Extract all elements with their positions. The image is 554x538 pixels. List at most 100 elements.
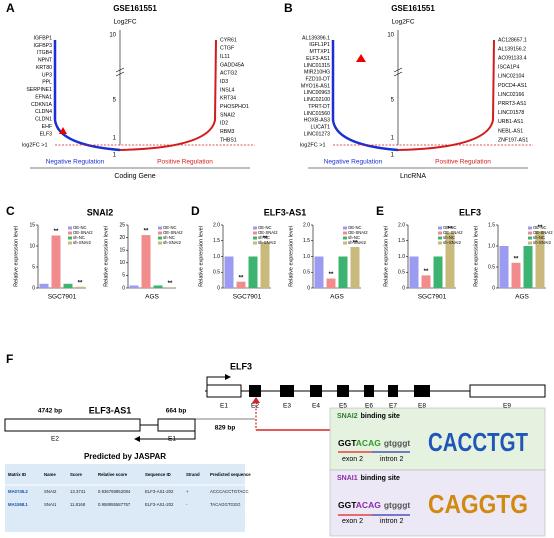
y-axis-label: Relative expression level bbox=[13, 226, 19, 287]
legend-swatch bbox=[158, 231, 162, 235]
chart-title: SNAI2 bbox=[87, 207, 114, 217]
table-header: Score bbox=[70, 472, 83, 477]
legend-label: OE-NC bbox=[163, 225, 177, 230]
factor-name: SNAI2 bbox=[337, 413, 358, 420]
gene-label: LINC01315 bbox=[304, 63, 330, 69]
legend-label: OE-NC bbox=[348, 225, 362, 230]
gene-label: FZD10-DT bbox=[306, 77, 331, 83]
legend-label: sh-SNAI2 bbox=[73, 240, 92, 245]
significance: ** bbox=[144, 229, 149, 235]
gene-label: GADD45A bbox=[220, 62, 245, 68]
axis-break bbox=[115, 67, 125, 73]
site-title: SNAI2 binding site bbox=[337, 413, 400, 420]
gene-label: KRT80 bbox=[36, 65, 52, 71]
gene-label: LINC02100 bbox=[304, 97, 330, 103]
legend-swatch bbox=[528, 226, 532, 230]
exon-label: E4 bbox=[312, 403, 320, 410]
y-tick-label: 0.5 bbox=[303, 270, 310, 276]
legend-label: OE-SNAI2 bbox=[348, 230, 368, 235]
legend-swatch bbox=[253, 231, 257, 235]
site-label: binding site bbox=[361, 475, 400, 482]
gene-label: AL139156.2 bbox=[498, 46, 526, 52]
legend-label: sh-SNAI2 bbox=[163, 240, 182, 245]
gene-label: PRRT3-AS1 bbox=[498, 101, 527, 107]
sequence-logo: CACCTGT bbox=[428, 427, 528, 457]
legend-swatch bbox=[68, 231, 72, 235]
distance-label: 829 bp bbox=[215, 425, 236, 432]
x-tick-label: AGS bbox=[515, 294, 529, 301]
y-tick-label: 0 bbox=[402, 285, 405, 291]
panel-letter: C bbox=[6, 204, 15, 218]
significance: ** bbox=[353, 241, 358, 247]
significance: ** bbox=[329, 272, 334, 278]
gene-label: KRT34 bbox=[220, 96, 236, 102]
table-title: Predicted by JASPAR bbox=[84, 452, 166, 461]
legend-label: sh-NC bbox=[443, 235, 455, 240]
significance: ** bbox=[448, 226, 453, 232]
panel-f-shapes bbox=[4, 374, 546, 537]
gene-label: AC128657.1 bbox=[498, 37, 527, 43]
gene-label: LINC02166 bbox=[498, 92, 524, 98]
y-tick-label: 10 bbox=[119, 260, 125, 266]
legend-swatch bbox=[158, 226, 162, 230]
legend-label: sh-NC bbox=[258, 235, 270, 240]
exon-label: E5 bbox=[339, 403, 347, 410]
seq-motif: ACAG bbox=[356, 438, 381, 448]
legend-label: sh-SNAI2 bbox=[533, 240, 552, 245]
table-cell: ELF3-AS1-202 bbox=[145, 489, 174, 494]
y-tick-label: 15 bbox=[119, 248, 125, 254]
bar bbox=[535, 231, 545, 288]
gene-label: AL139396.1 bbox=[302, 35, 330, 41]
table-cell: MA1558.1 bbox=[8, 502, 28, 507]
y-tick-label: 5 bbox=[122, 273, 125, 279]
factor-name: SNAI1 bbox=[337, 475, 358, 482]
bar bbox=[338, 256, 348, 288]
y-tick-label: 10 bbox=[29, 243, 35, 249]
legend-label: OE-SNAI2 bbox=[533, 230, 553, 235]
legend-swatch bbox=[158, 236, 162, 240]
legend-swatch bbox=[343, 236, 347, 240]
bar bbox=[260, 242, 270, 288]
legend-swatch bbox=[343, 231, 347, 235]
gene-label: MTTXP1 bbox=[310, 49, 331, 55]
bar bbox=[141, 235, 151, 288]
gene-label: ELF3-AS1 bbox=[306, 56, 330, 62]
bar bbox=[165, 287, 175, 288]
legend-swatch bbox=[438, 226, 442, 230]
x-axis-label: Coding Gene bbox=[114, 173, 155, 180]
legend-label: sh-NC bbox=[533, 235, 545, 240]
y-tick-label: 5 bbox=[32, 264, 35, 270]
exon-label: E6 bbox=[365, 403, 373, 410]
y-tick-label: 1.5 bbox=[488, 222, 495, 228]
legend-label: OE-SNAI2 bbox=[258, 230, 278, 235]
exon-label: E1 bbox=[220, 403, 228, 410]
significance: ** bbox=[424, 269, 429, 275]
bar bbox=[51, 235, 61, 288]
gene-label: HOXB-AS3 bbox=[304, 118, 330, 124]
y-tick-label: 15 bbox=[29, 222, 35, 228]
panel-title: GSE161551 bbox=[113, 4, 157, 13]
table-header: Strand bbox=[186, 472, 200, 477]
gene-label: PPL bbox=[42, 80, 52, 86]
panel-letter: B bbox=[284, 1, 293, 15]
positive-label: Positive Regulation bbox=[157, 159, 213, 166]
table-header: Name bbox=[44, 472, 56, 477]
legend-swatch bbox=[253, 236, 257, 240]
site-label: binding site bbox=[361, 413, 400, 420]
legend-swatch bbox=[343, 241, 347, 245]
exon-label: E9 bbox=[503, 403, 511, 410]
site-sequence: GGTACAG gtgggt bbox=[338, 500, 410, 510]
bar bbox=[314, 256, 324, 288]
y-tick-label: 25 bbox=[119, 222, 125, 228]
negative-label: Negative Regulation bbox=[324, 159, 383, 166]
axis-tick-label: 5 bbox=[113, 98, 117, 104]
axis-tick-label: 1 bbox=[113, 153, 117, 159]
legend-label: OE-SNAI2 bbox=[163, 230, 183, 235]
table-cell: MA0745.2 bbox=[8, 489, 28, 494]
significance: ** bbox=[78, 280, 83, 286]
legend-label: sh-SNAI2 bbox=[258, 240, 277, 245]
y-tick-label: 1.0 bbox=[213, 254, 220, 260]
y-tick-label: 0.5 bbox=[488, 264, 495, 270]
gene-label: CDKN1A bbox=[31, 102, 53, 108]
exon-label: E7 bbox=[389, 403, 397, 410]
